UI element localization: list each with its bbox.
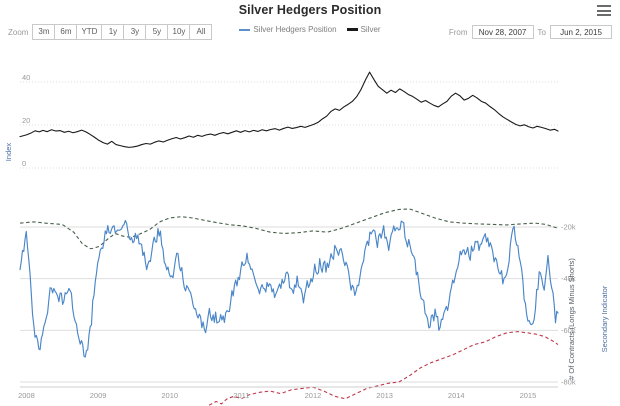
range-button-ytd[interactable]: YTD bbox=[77, 25, 103, 39]
y-tick-label-right: -40k bbox=[561, 274, 576, 283]
legend-label: Silver bbox=[360, 25, 381, 34]
lower-y-axis-title: # Of Contracts (Longs Minus Shorts) bbox=[567, 258, 576, 380]
chart-svg[interactable]: 0 20 40 Index -20k -40k -60k -80k # Of Contra… bbox=[0, 42, 620, 406]
series-upper-band-line bbox=[19, 208, 559, 250]
zoom-control-group: Zoom 3m 6m YTD 1y 3y 5y 10y All bbox=[8, 24, 213, 40]
legend-label: Silver Hedgers Position bbox=[253, 25, 337, 34]
legend-swatch bbox=[346, 28, 358, 31]
zoom-label: Zoom bbox=[8, 27, 29, 37]
x-tick-label: 2013 bbox=[376, 391, 393, 400]
x-axis-tick-labels: 2008 2009 2010 2011 2012 2013 2014 2015 bbox=[18, 391, 536, 400]
to-date-input[interactable] bbox=[550, 25, 612, 39]
y-tick-label-right: -80k bbox=[561, 378, 576, 387]
lower-gridlines bbox=[20, 226, 558, 383]
series-lower-band-line bbox=[208, 331, 559, 406]
hamburger-bar bbox=[597, 5, 611, 7]
to-label: To bbox=[537, 27, 546, 37]
range-button-group[interactable]: 3m 6m YTD 1y 3y 5y 10y All bbox=[32, 24, 213, 40]
range-button-5y[interactable]: 5y bbox=[146, 25, 169, 39]
y-tick-label-right: -20k bbox=[561, 223, 576, 232]
x-tick-label: 2011 bbox=[233, 391, 249, 400]
upper-panel: 0 20 40 Index bbox=[4, 71, 559, 169]
range-button-1y[interactable]: 1y bbox=[102, 25, 125, 39]
series-silver-line bbox=[19, 71, 559, 148]
legend-item[interactable]: Silver Hedgers Position bbox=[239, 25, 337, 34]
x-tick-label: 2010 bbox=[161, 391, 178, 400]
legend-swatch bbox=[239, 28, 251, 31]
lower-y-tick-labels: -20k -40k -60k -80k bbox=[561, 223, 576, 387]
range-button-3m[interactable]: 3m bbox=[33, 25, 56, 39]
range-button-10y[interactable]: 10y bbox=[168, 25, 191, 39]
x-tick-label: 2012 bbox=[305, 391, 322, 400]
range-button-all[interactable]: All bbox=[190, 25, 212, 39]
x-tick-label: 2008 bbox=[18, 391, 35, 400]
x-tick-label: 2015 bbox=[520, 391, 537, 400]
range-button-3y[interactable]: 3y bbox=[124, 25, 147, 39]
from-label: From bbox=[448, 27, 468, 37]
secondary-indicator-title: Secondary Indicator bbox=[600, 285, 609, 352]
x-tick-label: 2014 bbox=[448, 391, 465, 400]
hamburger-icon[interactable] bbox=[597, 5, 611, 16]
range-button-6m[interactable]: 6m bbox=[55, 25, 78, 39]
date-range-control: From To bbox=[449, 24, 612, 40]
lower-panel: -20k -40k -60k -80k # Of Contracts (Longs M… bbox=[19, 208, 609, 406]
chart-toolbar: Zoom 3m 6m YTD 1y 3y 5y 10y All Silver Hedgers … bbox=[0, 24, 620, 40]
plot-area: 0 20 40 Index -20k -40k -60k -80k # Of Contra… bbox=[0, 42, 620, 406]
from-date-input[interactable] bbox=[471, 25, 534, 39]
y-tick-label: 40 bbox=[22, 73, 30, 82]
series-hedgers-position-line bbox=[19, 219, 559, 358]
y-tick-label-right: -60k bbox=[561, 326, 576, 335]
y-tick-label: 0 bbox=[22, 159, 26, 168]
upper-y-axis-title: Index bbox=[4, 143, 13, 162]
page-title: Silver Hedgers Position bbox=[238, 3, 382, 17]
upper-gridlines bbox=[20, 81, 558, 169]
chart-legend: Silver Hedgers Position Silver bbox=[0, 25, 620, 34]
hamburger-bar bbox=[597, 14, 611, 16]
y-tick-label: 20 bbox=[22, 116, 30, 125]
upper-y-tick-labels: 0 20 40 bbox=[22, 73, 30, 168]
x-tick-label: 2009 bbox=[90, 391, 107, 400]
hamburger-bar bbox=[597, 9, 611, 12]
legend-item[interactable]: Silver bbox=[346, 25, 381, 34]
